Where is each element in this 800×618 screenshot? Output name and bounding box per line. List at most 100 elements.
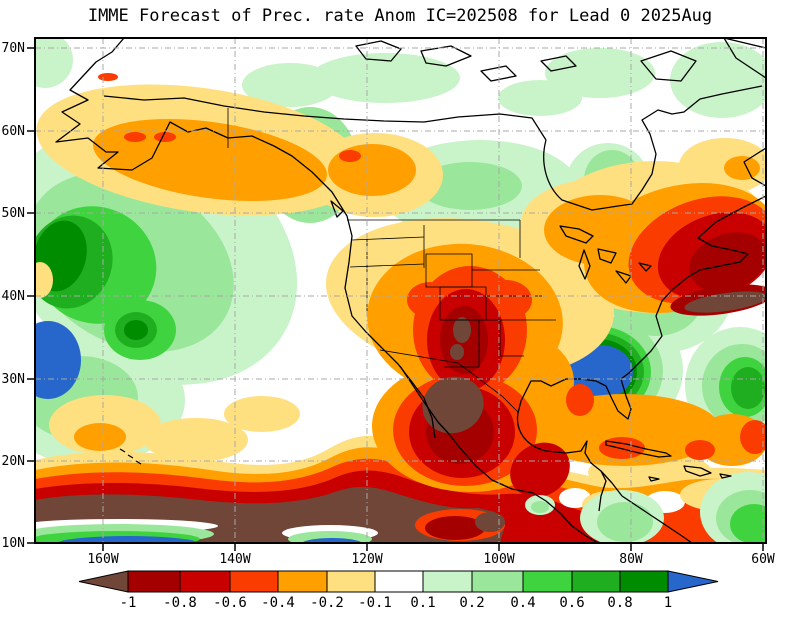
coastline bbox=[355, 40, 402, 62]
anomaly-region bbox=[453, 317, 471, 343]
lat-axis-label: 10N bbox=[2, 536, 25, 551]
lon-axis-label: 140W bbox=[219, 552, 250, 567]
anomaly-region bbox=[35, 321, 81, 399]
anomaly-region bbox=[475, 512, 505, 532]
anomaly-region bbox=[689, 232, 766, 292]
lat-axis-label: 60N bbox=[2, 124, 25, 139]
colorbar-segment bbox=[619, 570, 669, 593]
chart-title: IMME Forecast of Prec. rate Anom IC=2025… bbox=[87, 6, 713, 26]
lon-axis-label: 100W bbox=[483, 552, 514, 567]
anomaly-region bbox=[684, 291, 766, 313]
colorbar-label: -0.8 bbox=[163, 595, 197, 611]
anomaly-region bbox=[74, 423, 126, 451]
axis-labels: 70N 60N 50N 40N 30N 20N 10N 160W 140W 120W 100W 80W… bbox=[2, 41, 775, 567]
anomaly-region bbox=[339, 150, 361, 162]
coastline bbox=[578, 249, 591, 280]
anomaly-region bbox=[418, 162, 522, 210]
map-frame bbox=[34, 37, 767, 544]
border-line bbox=[349, 263, 425, 268]
colorbar-segment bbox=[277, 570, 328, 593]
anomaly-region bbox=[56, 536, 200, 543]
anomaly-region bbox=[670, 42, 766, 118]
anomaly-region bbox=[35, 38, 73, 88]
coastline bbox=[399, 365, 599, 543]
coastline bbox=[723, 38, 766, 79]
lat-axis-label: 70N bbox=[2, 41, 25, 56]
coastline bbox=[743, 147, 766, 187]
colorbar-label: -0.2 bbox=[310, 595, 344, 611]
anomaly-region bbox=[599, 437, 645, 459]
anomaly-region bbox=[545, 48, 655, 98]
anomaly-region bbox=[740, 420, 766, 454]
gridlines bbox=[35, 38, 766, 543]
coastline bbox=[683, 465, 712, 477]
colorbar-label: 0.2 bbox=[459, 595, 484, 611]
anomaly-region bbox=[425, 516, 485, 540]
lat-axis-label: 30N bbox=[2, 372, 25, 387]
border-line bbox=[379, 349, 519, 413]
coastline bbox=[330, 200, 344, 218]
axis-ticks bbox=[27, 47, 764, 551]
anomaly-region bbox=[301, 538, 363, 543]
coastline bbox=[648, 476, 660, 482]
colorbar-label: -0.6 bbox=[213, 595, 247, 611]
anomaly-region bbox=[724, 156, 760, 180]
coastline bbox=[605, 440, 672, 458]
colorbar-label: 0.8 bbox=[607, 595, 632, 611]
coastline bbox=[719, 473, 732, 479]
coastline bbox=[420, 45, 472, 67]
anomaly-region bbox=[144, 418, 248, 462]
map-layers bbox=[35, 38, 766, 543]
anomaly-region bbox=[35, 262, 53, 298]
border-line bbox=[351, 236, 425, 241]
coastline bbox=[540, 55, 577, 72]
colorbar-label: 0.4 bbox=[510, 595, 535, 611]
colorbar-segment bbox=[326, 570, 376, 593]
colorbar-label: 1 bbox=[664, 595, 672, 611]
colorbar-segment bbox=[179, 570, 231, 593]
colorbar-segment bbox=[571, 570, 621, 593]
anomaly-region bbox=[510, 442, 570, 498]
anomaly-region bbox=[328, 144, 416, 196]
anomaly-region bbox=[98, 73, 118, 81]
colorbar: -1 -0.8 -0.6 -0.4 -0.2 -0.1 0.1 0.2 0.4 0.6 0.8 1 bbox=[78, 570, 719, 611]
anomaly-region bbox=[531, 501, 549, 513]
anomaly-region bbox=[124, 132, 146, 142]
coastline bbox=[103, 95, 547, 141]
anomaly-region bbox=[731, 367, 765, 409]
lat-axis-label: 20N bbox=[2, 454, 25, 469]
lon-axis-label: 120W bbox=[351, 552, 382, 567]
anomaly-regions bbox=[35, 38, 766, 543]
colorbar-label: 0.1 bbox=[410, 595, 435, 611]
colorbar-label: -0.1 bbox=[358, 595, 392, 611]
lat-axis-label: 40N bbox=[2, 289, 25, 304]
coastline bbox=[559, 225, 594, 244]
coastline bbox=[543, 85, 763, 211]
anomaly-region bbox=[597, 502, 653, 542]
colorbar-segment bbox=[127, 570, 181, 593]
anomaly-region bbox=[422, 376, 484, 434]
colorbar-label: -1 bbox=[120, 595, 137, 611]
anomaly-region bbox=[93, 118, 327, 202]
colorbar-label: 0.6 bbox=[559, 595, 584, 611]
border-line bbox=[440, 319, 480, 368]
colorbar-label: -0.4 bbox=[261, 595, 295, 611]
coastline bbox=[119, 448, 142, 465]
anomaly-region bbox=[224, 396, 300, 432]
lon-axis-label: 60W bbox=[751, 552, 775, 567]
coastline bbox=[640, 50, 697, 82]
colorbar-segment bbox=[374, 570, 424, 593]
colorbar-segment bbox=[471, 570, 524, 593]
anomaly-region bbox=[154, 132, 176, 142]
colorbar-arrow-left bbox=[78, 570, 129, 593]
colorbar-segment bbox=[522, 570, 573, 593]
anomaly-region bbox=[450, 344, 464, 360]
coastline bbox=[516, 195, 766, 512]
anomaly-region bbox=[310, 53, 460, 103]
colorbar-arrow-right bbox=[667, 570, 719, 593]
coastline bbox=[615, 270, 632, 284]
coastline bbox=[600, 470, 693, 543]
lon-axis-label: 160W bbox=[87, 552, 118, 567]
